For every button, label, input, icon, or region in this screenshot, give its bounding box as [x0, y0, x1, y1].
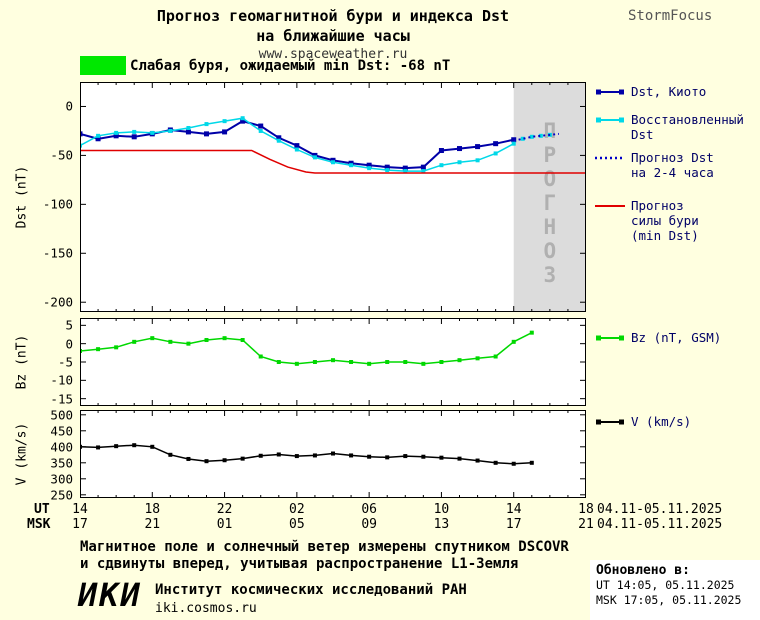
- legend-label: V (km/s): [631, 414, 692, 429]
- y-tick-label: 300: [50, 471, 73, 487]
- y-tick-label: 400: [50, 439, 73, 455]
- v-chart: [80, 410, 586, 498]
- storm-strength-legend-icon: [595, 205, 625, 207]
- svg-text:З: З: [544, 263, 557, 287]
- restored-dst-legend-icon: [596, 117, 624, 123]
- y-tick-label: -15: [50, 391, 73, 407]
- legend-item-restored-dst: Восстановленный Dst: [594, 112, 744, 142]
- msk-date-range: 04.11-05.11.2025: [597, 517, 723, 532]
- x-tick-label: 17: [505, 517, 522, 532]
- bz-legend-icon: [596, 335, 624, 341]
- institute-name: Институт космических исследований РАН: [155, 582, 467, 598]
- y-tick-label: 0: [65, 336, 73, 352]
- svg-text:О: О: [544, 167, 557, 191]
- legend-label: Восстановленный: [631, 112, 744, 127]
- y-tick-label: 250: [50, 487, 73, 503]
- svg-text:П: П: [544, 119, 557, 143]
- y-tick-label: -100: [42, 196, 73, 212]
- x-tick-label: 06: [361, 502, 377, 517]
- updated-msk: MSK 17:05, 05.11.2025: [596, 593, 742, 607]
- bz-legend: Bz (nT, GSM): [594, 330, 721, 345]
- data-source-note-1: Магнитное поле и солнечный ветер измерен…: [80, 539, 569, 555]
- y-tick-label: 450: [50, 423, 73, 439]
- legend-item-dst-forecast: Прогноз Dst на 2-4 часа: [594, 150, 714, 180]
- v-legend: V (km/s): [594, 414, 691, 429]
- y-tick-label: 5: [65, 317, 73, 333]
- legend-label: Прогноз: [631, 198, 684, 213]
- ut-row-label: UT: [34, 502, 50, 517]
- x-tick-label: 02: [289, 502, 305, 517]
- y-tick-label: -50: [50, 147, 73, 163]
- ut-date-range: 04.11-05.11.2025: [597, 502, 723, 517]
- y-tick-label: -5: [57, 354, 73, 370]
- v-legend-icon: [596, 419, 624, 425]
- legend-label: Прогноз Dst: [631, 150, 714, 165]
- msk-row-label: MSK: [27, 517, 51, 532]
- bz-y-tick-labels: 5 0 -5 -10 -15: [0, 318, 76, 406]
- svg-text:Н: Н: [544, 215, 557, 239]
- dst-forecast-legend-icon: [595, 156, 625, 160]
- bz-chart: [80, 318, 586, 406]
- x-tick-label: 10: [433, 502, 450, 517]
- updated-label: Обновлено в:: [596, 563, 690, 578]
- x-tick-label: 01: [216, 517, 233, 532]
- legend-label: (min Dst): [631, 228, 699, 243]
- legend-item-dst-kyoto: Dst, Киото: [594, 84, 706, 99]
- y-tick-label: -200: [42, 294, 73, 310]
- legend-label: на 2-4 часа: [631, 165, 714, 180]
- svg-text:О: О: [544, 239, 557, 263]
- legend-item-storm-strength-forecast: Прогноз силы бури (min Dst): [594, 198, 699, 243]
- bz-axis-label: Bz (nT): [14, 334, 30, 390]
- y-tick-label: 350: [50, 455, 73, 471]
- v-y-tick-labels: 500 450 400 350 300 250: [0, 407, 76, 502]
- dst-axis-label: Dst (nT): [14, 165, 30, 229]
- legend-label: Bz (nT, GSM): [631, 330, 722, 345]
- x-tick-label: 09: [361, 517, 377, 532]
- x-tick-label: 13: [433, 517, 450, 532]
- iki-link[interactable]: iki.cosmos.ru: [155, 601, 257, 616]
- updated-ut: UT 14:05, 05.11.2025: [596, 578, 735, 592]
- header: Прогноз геомагнитной бури и индекса Dst …: [80, 7, 586, 62]
- dst-y-tick-labels: 0 -50 -100 -150 -200: [0, 82, 76, 312]
- x-tick-label: 18: [578, 502, 594, 517]
- x-tick-label: 18: [144, 502, 161, 517]
- legend-label: силы бури: [631, 213, 699, 228]
- x-tick-label: 14: [72, 502, 88, 517]
- iki-logo: ИКИ: [78, 576, 142, 614]
- page-subtitle: на ближайшие часы: [256, 26, 410, 45]
- y-tick-label: 500: [50, 407, 73, 423]
- x-tick-label: 14: [505, 502, 522, 517]
- y-tick-label: 0: [65, 98, 73, 114]
- legend-label: Dst: [631, 127, 654, 142]
- y-tick-label: -10: [50, 372, 73, 388]
- data-source-note-2: и сдвинуты вперед, учитывая распростране…: [80, 556, 519, 572]
- x-tick-label: 05: [289, 517, 305, 532]
- page-title: Прогноз геомагнитной бури и индекса Dst: [156, 7, 510, 25]
- storm-level-swatch: [80, 56, 126, 75]
- dst-kyoto-legend-icon: [596, 89, 624, 95]
- svg-text:Р: Р: [544, 143, 557, 167]
- x-tick-label: 21: [578, 517, 594, 532]
- storm-alert-text: Слабая буря, ожидаемый min Dst: -68 nT: [130, 58, 451, 74]
- svg-text:Г: Г: [544, 191, 557, 215]
- brand-stormfocus: StormFocus: [628, 8, 713, 24]
- ut-tick-row: 14 18 22 02 06 10 14 18: [72, 502, 594, 517]
- legend-label: Dst, Киото: [631, 84, 707, 99]
- spaceweather-link[interactable]: www.spaceweather.ru: [258, 47, 408, 62]
- x-tick-label: 21: [144, 517, 161, 532]
- x-tick-label: 22: [216, 502, 233, 517]
- v-axis-label: V (km/s): [14, 422, 30, 486]
- x-tick-label: 17: [72, 517, 88, 532]
- msk-tick-row: 17 21 01 05 09 13 17 21: [72, 517, 594, 532]
- updated-panel: Обновлено в: UT 14:05, 05.11.2025 MSK 17…: [590, 560, 760, 620]
- y-tick-label: -150: [42, 245, 73, 261]
